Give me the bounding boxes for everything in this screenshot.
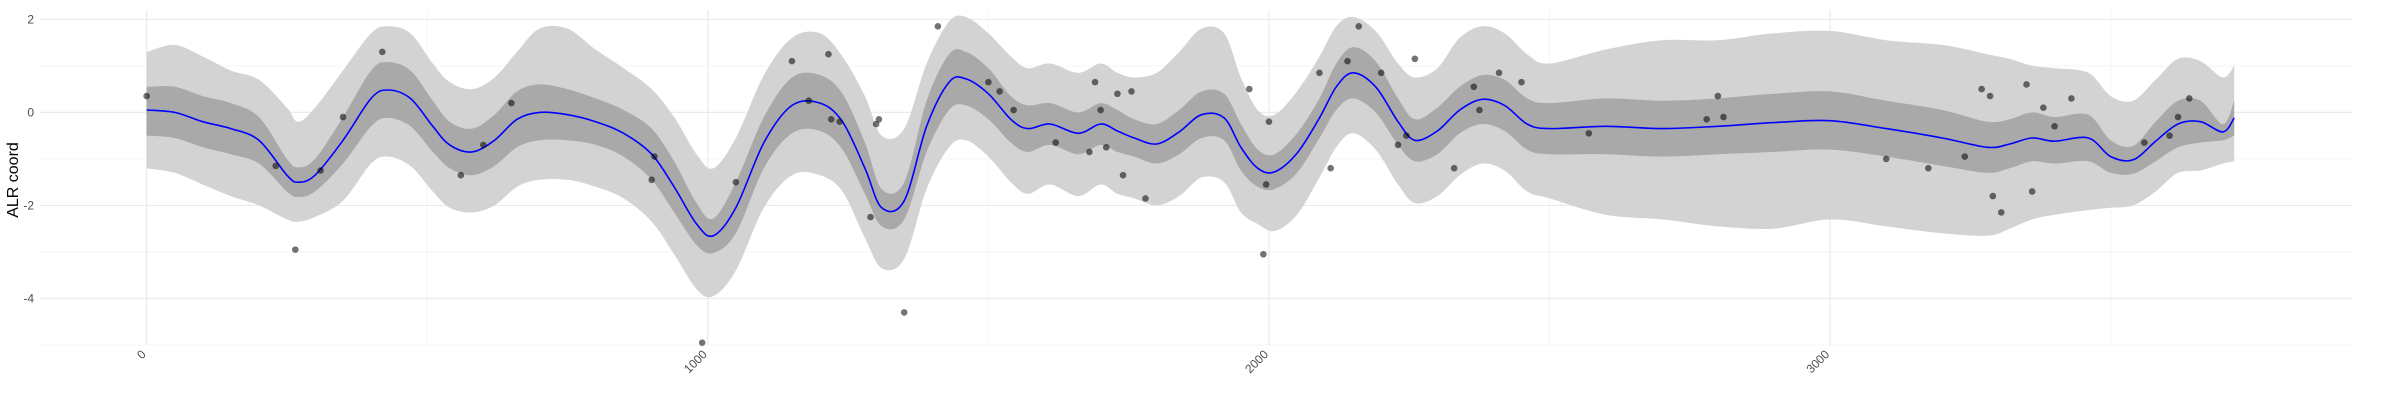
outer-interval-band [146, 15, 2235, 298]
data-point [480, 141, 487, 149]
data-point [1882, 155, 1890, 163]
data-point [867, 213, 874, 221]
data-point [1925, 164, 1932, 172]
data-point [143, 92, 150, 100]
data-point [788, 57, 796, 65]
point-layer [143, 22, 2193, 346]
data-point [2166, 132, 2173, 139]
data-point [1403, 132, 1410, 139]
data-point [1394, 141, 1402, 149]
data-point [1097, 106, 1104, 114]
data-point [1119, 171, 1127, 179]
data-point [651, 153, 658, 160]
data-point [1260, 250, 1267, 258]
y-tick-label: 0 [27, 105, 34, 119]
data-point [1470, 83, 1478, 91]
data-point [2174, 113, 2182, 121]
data-point [1128, 88, 1135, 95]
data-point [805, 97, 813, 105]
data-point [1720, 113, 1727, 121]
x-tick-label: 1000 [681, 347, 710, 376]
data-point [825, 50, 832, 58]
data-point [1052, 139, 1060, 146]
data-point [1989, 192, 1997, 200]
data-point [2068, 95, 2075, 102]
y-tick-label: -4 [23, 291, 34, 305]
x-tick-label: 3000 [1803, 347, 1832, 376]
y-axis-title: ALR coord [5, 142, 22, 218]
data-point [2141, 139, 2148, 146]
data-point [1411, 55, 1419, 63]
data-point [1010, 106, 1017, 114]
band-layer [146, 15, 2235, 298]
data-point [1355, 22, 1363, 30]
data-point [339, 113, 347, 121]
data-point [1265, 118, 1273, 125]
data-point [2185, 95, 2193, 102]
data-point [934, 22, 942, 30]
data-point [292, 246, 299, 253]
data-point [1986, 92, 1994, 100]
data-point [1703, 116, 1710, 123]
data-point [1961, 153, 1969, 160]
data-point [457, 171, 465, 179]
data-point [1450, 164, 1458, 172]
x-tick-label: 0 [134, 347, 149, 362]
y-tick-label: -2 [23, 198, 34, 212]
data-point [1476, 106, 1483, 114]
data-point [827, 116, 835, 123]
data-point [1086, 148, 1093, 156]
data-point [996, 88, 1003, 95]
y-tick-label: 2 [27, 12, 34, 26]
data-point [1585, 129, 1593, 137]
x-tick-label: 2000 [1242, 347, 1271, 376]
data-point [272, 162, 279, 170]
data-point [698, 339, 706, 346]
data-point [317, 167, 324, 174]
data-point [2040, 104, 2047, 112]
line-layer [146, 71, 2235, 238]
data-point [379, 48, 386, 56]
data-point [875, 116, 883, 123]
data-point [2028, 188, 2036, 195]
data-point [1344, 57, 1351, 65]
data-point [1518, 78, 1525, 86]
inner-interval-band [146, 47, 2235, 254]
data-point [2023, 81, 2030, 88]
data-point [1978, 85, 1985, 93]
data-point [836, 118, 843, 125]
data-point [1262, 181, 1270, 188]
data-point [1142, 195, 1149, 202]
data-point [2051, 123, 2058, 130]
data-point [1327, 164, 1334, 172]
data-point [1316, 69, 1323, 77]
data-point [508, 99, 515, 107]
data-point [732, 178, 740, 186]
data-point [1377, 69, 1385, 77]
data-point [1714, 92, 1722, 100]
data-point [900, 309, 908, 316]
mean-curve-line [146, 71, 2235, 238]
data-point [1246, 85, 1253, 93]
data-point [1997, 209, 2005, 216]
data-point [985, 78, 992, 86]
data-point [1102, 143, 1110, 151]
data-point [1114, 90, 1121, 98]
data-point [648, 176, 655, 184]
data-point [1495, 69, 1503, 77]
data-point [1091, 78, 1099, 86]
